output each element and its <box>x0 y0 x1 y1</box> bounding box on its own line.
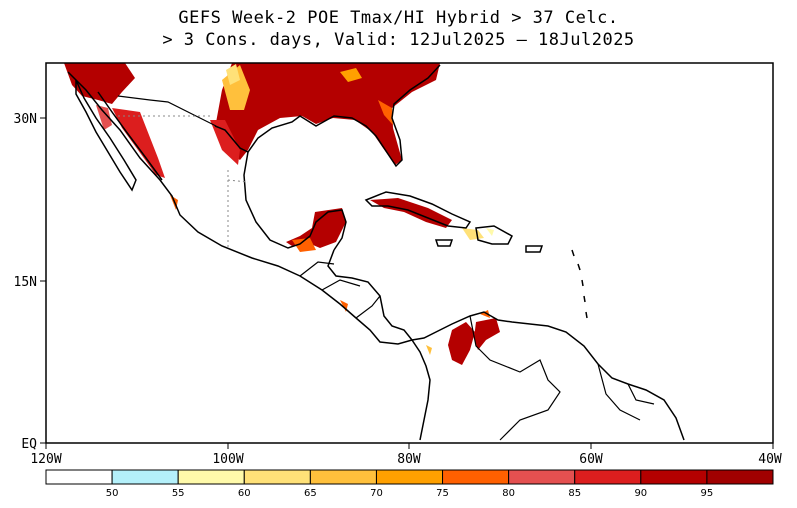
map-title-line2: > 3 Cons. days, Valid: 12Jul2025 – 18Jul… <box>162 30 635 50</box>
colorbar-swatch <box>640 469 708 485</box>
lat-label-15n: 15N <box>14 275 37 290</box>
colorbar-swatch <box>508 469 576 485</box>
map-title-line1: GEFS Week-2 POE Tmax/HI Hybrid > 37 Celc… <box>178 8 619 28</box>
colorbar: 50 55 60 65 70 75 80 85 90 95 <box>45 469 774 499</box>
lon-label-100w: 100W <box>212 452 243 467</box>
colorbar-label: 90 <box>634 488 647 499</box>
colorbar-label: 75 <box>436 488 449 499</box>
ticks <box>40 117 774 449</box>
colorbar-label: 85 <box>568 488 581 499</box>
state-boundaries <box>118 115 249 250</box>
colorbar-label: 70 <box>370 488 383 499</box>
lon-label-60w: 60W <box>579 452 603 467</box>
colorbar-swatch <box>111 469 179 485</box>
country-borders <box>117 95 655 441</box>
colorbar-label: 65 <box>304 488 317 499</box>
map-frame <box>45 62 774 444</box>
colorbar-label: 95 <box>701 488 714 499</box>
colorbar-swatch <box>243 469 311 485</box>
colorbar-label: 55 <box>172 488 185 499</box>
lon-label-80w: 80W <box>397 452 421 467</box>
colorbar-label: 50 <box>106 488 119 499</box>
colorbar-swatch <box>45 469 113 485</box>
coastlines <box>67 64 685 441</box>
colorbar-swatch <box>574 469 642 485</box>
colorbar-swatch <box>309 469 377 485</box>
probability-shading <box>64 63 500 365</box>
colorbar-swatch <box>177 469 245 485</box>
colorbar-label: 80 <box>502 488 515 499</box>
colorbar-label: 60 <box>238 488 251 499</box>
colorbar-swatch <box>442 469 510 485</box>
lat-label-eq: EQ <box>21 437 37 452</box>
lon-label-120w: 120W <box>30 452 61 467</box>
colorbar-swatch <box>375 469 444 485</box>
lon-label-40w: 40W <box>758 452 782 467</box>
lat-label-30n: 30N <box>14 112 37 127</box>
colorbar-swatch <box>706 469 774 485</box>
